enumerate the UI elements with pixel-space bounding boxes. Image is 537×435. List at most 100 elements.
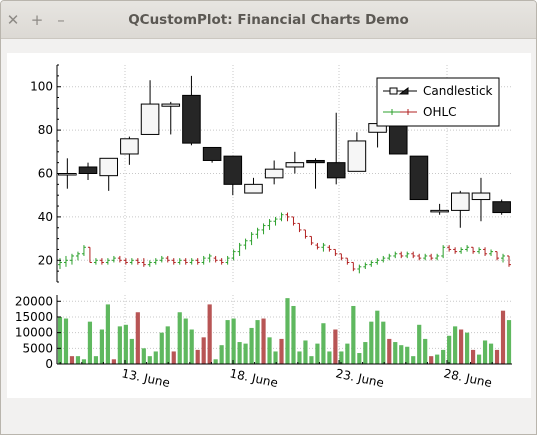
candlestick xyxy=(99,157,118,191)
candlestick-body xyxy=(140,103,160,135)
volume-bar xyxy=(285,298,290,364)
ohlc-bar xyxy=(177,258,182,265)
volume-bar xyxy=(261,318,266,364)
volume-bar xyxy=(99,329,104,364)
volume-bar xyxy=(303,340,308,364)
volume-bar xyxy=(369,321,374,364)
ohlc-bar xyxy=(219,258,224,265)
volume-y-tick-label: 20000 xyxy=(15,294,53,308)
ohlc-bar xyxy=(309,235,314,246)
candlestick-series xyxy=(58,75,511,228)
volume-bar xyxy=(207,304,212,364)
candlestick xyxy=(264,160,284,185)
legend-label-ohlc: OHLC xyxy=(423,105,457,119)
volume-bar xyxy=(243,343,248,364)
plot-widget[interactable]: 20 40 60 80 100 0 5000 10000 15000 20000 13. June 1… xyxy=(7,53,531,398)
ohlc-bar xyxy=(315,242,320,250)
volume-bar xyxy=(57,316,63,364)
ohlc-bar xyxy=(111,255,116,263)
ohlc-bar xyxy=(411,251,416,259)
candlestick-body xyxy=(471,192,491,201)
candlestick xyxy=(223,155,243,196)
ohlc-bar xyxy=(285,212,290,222)
volume-bar xyxy=(459,329,464,364)
ohlc-bar xyxy=(69,253,74,265)
candlestick-body xyxy=(58,173,77,176)
ohlc-bar xyxy=(159,255,164,263)
ohlc-bar xyxy=(171,258,176,265)
ohlc-bar xyxy=(291,216,296,226)
ohlc-bar xyxy=(231,249,236,261)
volume-bar xyxy=(213,359,218,364)
candlestick-body xyxy=(430,209,449,213)
ohlc-bar xyxy=(135,258,140,265)
ohlc-bar xyxy=(393,251,398,259)
volume-bar xyxy=(375,310,380,364)
volume-bar xyxy=(153,351,158,364)
volume-bar xyxy=(225,320,230,364)
ohlc-bar xyxy=(183,258,188,265)
volume-bar xyxy=(159,332,164,364)
legend-ohlc-icon xyxy=(383,109,417,115)
volume-bar xyxy=(195,349,200,364)
candlestick xyxy=(161,101,181,135)
volume-bar xyxy=(63,318,69,364)
ohlc-bar xyxy=(339,253,344,261)
volume-bar xyxy=(488,343,494,364)
volume-bar xyxy=(333,329,338,364)
volume-y-tick-label: 15000 xyxy=(15,310,53,324)
candlestick-body xyxy=(388,125,408,155)
candlestick xyxy=(326,112,346,185)
ohlc-bar xyxy=(477,247,482,254)
maximize-icon[interactable]: + xyxy=(30,11,44,29)
ohlc-bar xyxy=(501,253,506,263)
ohlc-bar xyxy=(495,251,500,261)
x-tick-label: 23. June xyxy=(334,366,385,390)
ohlc-bar xyxy=(423,253,428,261)
volume-bar xyxy=(273,351,278,364)
x-tick-label: 13. June xyxy=(120,366,171,390)
volume-bar xyxy=(201,337,206,364)
candlestick-body xyxy=(99,157,118,177)
legend-candlestick-icon xyxy=(383,87,417,95)
y-tick-label: 100 xyxy=(30,80,53,94)
legend-label-candlestick: Candlestick xyxy=(423,84,493,98)
ohlc-bar xyxy=(405,251,410,259)
candlestick-body xyxy=(409,155,429,201)
legend-icon-down xyxy=(398,87,409,95)
volume-bar xyxy=(69,356,75,364)
ohlc-bar xyxy=(261,223,266,235)
legend[interactable]: Candlestick OHLC xyxy=(376,77,500,127)
candlestick-body xyxy=(451,192,470,211)
ohlc-bar xyxy=(267,219,272,230)
candlestick xyxy=(492,199,511,215)
candlestick xyxy=(285,151,305,174)
minimize-icon[interactable]: – xyxy=(57,11,65,29)
ohlc-bar xyxy=(63,255,68,267)
ohlc-bar xyxy=(471,246,476,254)
ohlc-bar xyxy=(213,255,218,263)
candlestick xyxy=(306,158,325,189)
close-icon[interactable]: ✕ xyxy=(6,11,20,29)
volume-bar xyxy=(105,304,110,364)
volume-bar xyxy=(435,354,440,364)
volume-bar xyxy=(447,335,452,364)
ohlc-bar xyxy=(447,245,452,252)
volume-bar xyxy=(470,349,476,364)
ohlc-bar xyxy=(117,255,122,263)
volume-bar xyxy=(417,324,422,364)
volume-bar xyxy=(429,356,434,364)
volume-bar xyxy=(351,305,356,364)
volume-y-tick-label: 0 xyxy=(45,357,53,371)
candlestick-body xyxy=(492,201,511,214)
candlestick-body xyxy=(264,168,284,179)
title-bar[interactable]: ✕ + – QCustomPlot: Financial Charts Demo xyxy=(1,1,536,39)
ohlc-bar xyxy=(297,222,302,233)
candlestick xyxy=(78,162,98,181)
volume-bar xyxy=(123,324,128,364)
candlestick xyxy=(388,112,408,155)
volume-bar xyxy=(189,329,194,364)
ohlc-bar xyxy=(75,251,80,261)
candlestick-body xyxy=(285,162,305,168)
